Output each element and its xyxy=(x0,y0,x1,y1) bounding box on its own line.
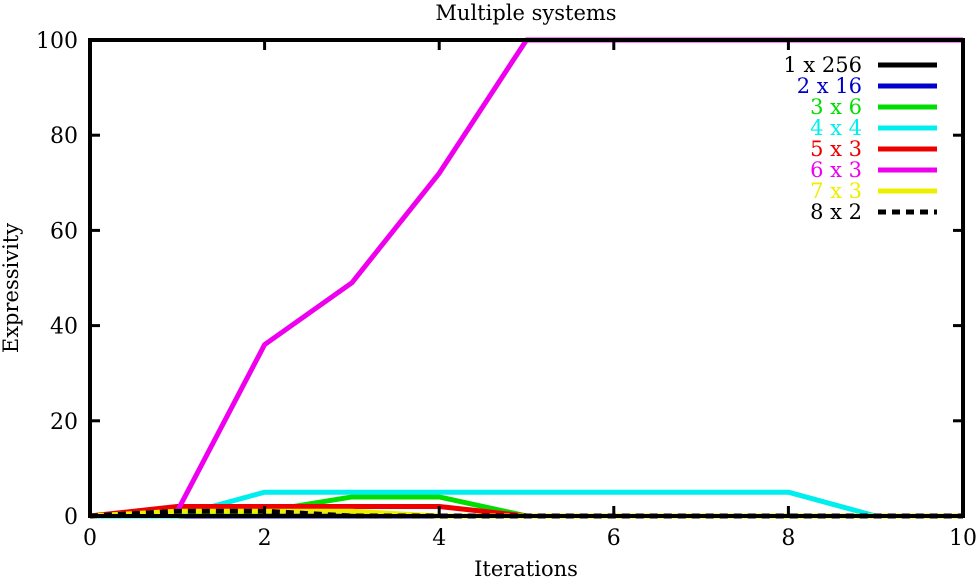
x-tick-label: 2 xyxy=(258,526,272,551)
y-axis-title: Expressivity xyxy=(0,223,23,353)
y-tick-label: 40 xyxy=(50,315,78,340)
legend-label: 8 x 2 xyxy=(810,200,862,224)
legend-label: 5 x 3 xyxy=(810,137,862,161)
legend-label: 4 x 4 xyxy=(810,116,862,140)
y-axis: 0 20 40 60 80 100 xyxy=(36,29,963,530)
x-tick-label: 8 xyxy=(781,526,795,551)
x-tick-label: 4 xyxy=(432,526,446,551)
y-tick-label: 100 xyxy=(36,29,78,54)
y-tick-label: 20 xyxy=(50,410,78,435)
plot-frame xyxy=(88,38,965,518)
legend-label: 3 x 6 xyxy=(810,95,862,119)
x-tick-label: 6 xyxy=(607,526,621,551)
legend-label: 6 x 3 xyxy=(810,158,862,182)
chart-title: Multiple systems xyxy=(435,1,616,25)
y-tick-label: 60 xyxy=(50,219,78,244)
y-tick-label: 80 xyxy=(50,124,78,149)
legend-label: 2 x 16 xyxy=(797,74,862,98)
x-tick-label: 0 xyxy=(83,526,97,551)
x-axis: 0 2 4 6 8 10 xyxy=(83,40,976,551)
x-tick-label: 10 xyxy=(949,526,976,551)
series-line-4x4 xyxy=(90,489,963,519)
legend-label: 7 x 3 xyxy=(810,179,862,203)
y-tick-label: 0 xyxy=(64,505,78,530)
x-axis-title: Iterations xyxy=(474,557,578,578)
legend-label: 1 x 256 xyxy=(783,53,862,77)
